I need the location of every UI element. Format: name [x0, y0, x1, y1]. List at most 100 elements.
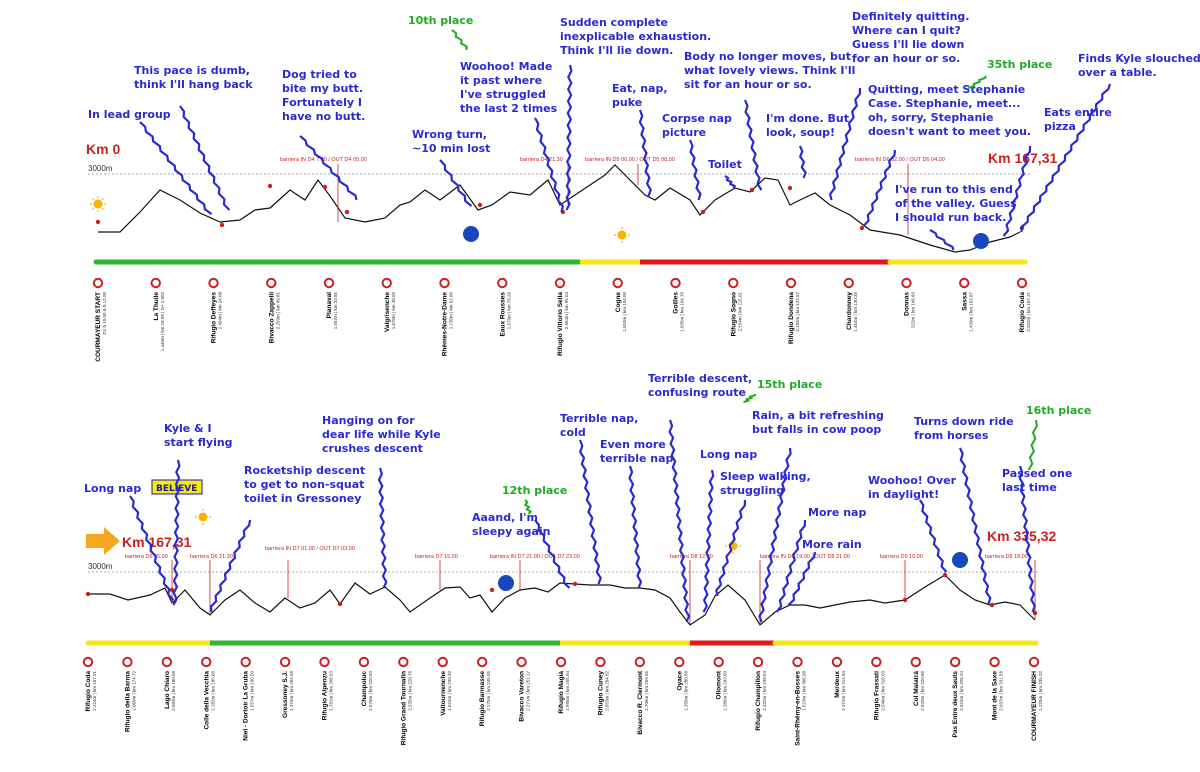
checkpoint-detail: 2.224m | km 167.31: [92, 671, 97, 711]
checkpoint-marker: [516, 656, 527, 668]
pointer-line: [668, 419, 691, 623]
place-pointer: [968, 75, 987, 89]
checkpoint-name: Pas Entre deux Sauts: [952, 671, 959, 738]
pointer-line: [862, 149, 897, 227]
pointer-line: [578, 439, 602, 585]
pointer-line: [299, 135, 358, 201]
annotation-im-done: I'm done. But look, soup!: [766, 112, 849, 179]
checkpoint-name: Merdeux: [834, 671, 841, 698]
checkpoint-marker: [358, 656, 370, 668]
top-annotations: In lead group This pace is dumb, think I'l…: [88, 10, 1200, 251]
checkpoint-marker: [554, 277, 566, 289]
checkpoint-marker: [161, 656, 173, 668]
pointer-line: [179, 105, 231, 211]
checkpoint-marker: [201, 656, 212, 668]
place-label: 10th place: [408, 14, 473, 27]
annotation-wrong-turn: Wrong turn, ~10 min lost: [412, 128, 490, 207]
annotation-text: Wrong turn, ~10 min lost: [412, 128, 490, 155]
checkpoint-name: Rhêmes-Notre-Dame: [442, 292, 449, 357]
checkpoint-name: Rifugio Vittorio Sella: [557, 292, 564, 356]
annotation-more-terrible-nap: Even more terrible nap: [600, 438, 674, 589]
checkpoint-marker: [752, 656, 764, 668]
checkpoint-marker: [208, 277, 219, 289]
top-km-end: Km 167,31: [988, 150, 1057, 166]
checkpoint-name: Bivacco Vareton: [519, 671, 526, 722]
place-label: 12th place: [502, 484, 567, 497]
annotation-eats-pizza: Eats entire pizza: [1002, 106, 1112, 237]
pointer-line: [638, 109, 652, 197]
checkpoint-detail: 2.252m | km 167.31: [1026, 292, 1031, 332]
moon-icon: [463, 226, 479, 242]
annotation-more-nap: More nap: [775, 506, 866, 613]
checkpoint-name: Rifugio Frassati: [873, 671, 880, 720]
checkpoint-marker: [843, 277, 854, 289]
annotation-text: More rain: [802, 538, 862, 551]
checkpoint-name: Bivacco Zappelli: [268, 292, 275, 343]
annotation-passed-one: Passed one last time: [1002, 465, 1072, 613]
elevation-profile: [98, 164, 1021, 253]
checkpoint-detail: 1.375m | km 204.09: [289, 671, 294, 711]
checkpoint-detail: 1.676m | km 78.26: [506, 292, 511, 330]
checkpoint-name: Rifugio Alpenzu: [322, 671, 329, 720]
bottom-barrier-7: barriera IN D8 19.00 / OUT D8 21.00: [760, 554, 850, 560]
checkpoint-name: COURMAYEUR START: [95, 292, 102, 362]
pointer-line: [209, 519, 252, 613]
checkpoint-detail: 1.350m | km 280.98: [683, 671, 688, 711]
checkpoint-detail: 1.670m | km 48.55: [391, 292, 396, 330]
checkpoint-name: Rifugio Champillon: [755, 671, 762, 731]
annotation-text: Turns down ride from horses: [914, 415, 1014, 442]
pointer-line: [172, 459, 181, 606]
checkpoint-name: Rifugio Barmasse: [479, 671, 486, 727]
checkpoint-name: Planaval: [326, 292, 333, 319]
bottom-barrier-markers: [171, 560, 1036, 625]
checkpoint-detail: 1.524m | km 239.33: [447, 671, 452, 711]
bottom-barrier-1: barriera D6 15.00: [125, 554, 168, 560]
checkpoint-name: Rifugio Coda: [85, 671, 92, 712]
annotation-text: Eat, nap, puke: [612, 82, 668, 109]
checkpoint-detail: 1.225m | km 335.32: [1038, 671, 1043, 711]
checkpoint-marker: [1016, 277, 1028, 289]
place-pointer: [743, 393, 756, 403]
checkpoint-detail: 2.192m | km 122.57: [795, 292, 800, 332]
pointer-line: [534, 117, 564, 213]
checkpoint-name: La Thuile: [153, 292, 160, 321]
checkpoint-marker: [92, 277, 104, 289]
annotation-text: Aaand, I'm sleepy again: [472, 511, 550, 538]
pointer-line: [743, 99, 763, 191]
checkpoint-marker: [150, 277, 161, 289]
annotation-quitting-stephanie: Quitting, meet Stephanie Case. Stephanie,…: [862, 83, 1031, 227]
place-label: 15th place: [757, 378, 822, 391]
checkpoint-detail: 2.653m | km 264.82: [604, 671, 609, 711]
annotation-text: This pace is dumb, think I'll hang back: [134, 64, 253, 91]
checkpoint-marker: [785, 277, 797, 289]
checkpoint-marker: [728, 277, 739, 289]
checkpoint-marker: [476, 656, 488, 668]
moon-icon: [952, 552, 968, 568]
checkpoint-marker: [381, 277, 392, 289]
checkpoint-detail: 1.781m | km 208.53: [329, 671, 334, 711]
checkpoint-detail: 1.730m | km 62.86: [449, 292, 454, 330]
checkpoint-detail: 2.093m | km 180.09: [171, 671, 176, 711]
checkpoint-detail: 1.557m | km 190.50: [250, 671, 255, 711]
bottom-profile-dots: [85, 572, 1038, 616]
bottom-barrier-2: barriera D6 21.30: [190, 554, 233, 560]
pointer-line: [139, 121, 213, 215]
bottom-barrier-9: barriera D9 18.00: [985, 554, 1028, 560]
annotation-rocketship: Rocketship descent to get to non-squat toi…: [209, 464, 365, 613]
place-label: 16th place: [1026, 404, 1091, 417]
checkpoint-name: Rifugio Grand Tournalin: [400, 671, 407, 745]
checkpoint-name: Saint-Rhémy-en-Bosses: [795, 671, 802, 746]
top-barrier-2: barriera D4 21.30: [520, 157, 563, 163]
arrow-right-icon: [86, 527, 120, 555]
place-pointer: [523, 499, 533, 515]
believe-text: BELIEVE: [156, 484, 197, 494]
annotation-hanging-on: Hanging on for dear life while Kyle crushe…: [322, 414, 441, 589]
pointer-line: [628, 465, 643, 589]
sun-icon: [614, 227, 630, 243]
pointer-line: [919, 499, 948, 573]
checkpoint-detail: 2.494m | km 24.08: [218, 292, 223, 330]
checkpoint-name: Rifugio Sogno: [730, 292, 737, 336]
checkpoint-name: Rifugio Dondena: [788, 292, 795, 344]
